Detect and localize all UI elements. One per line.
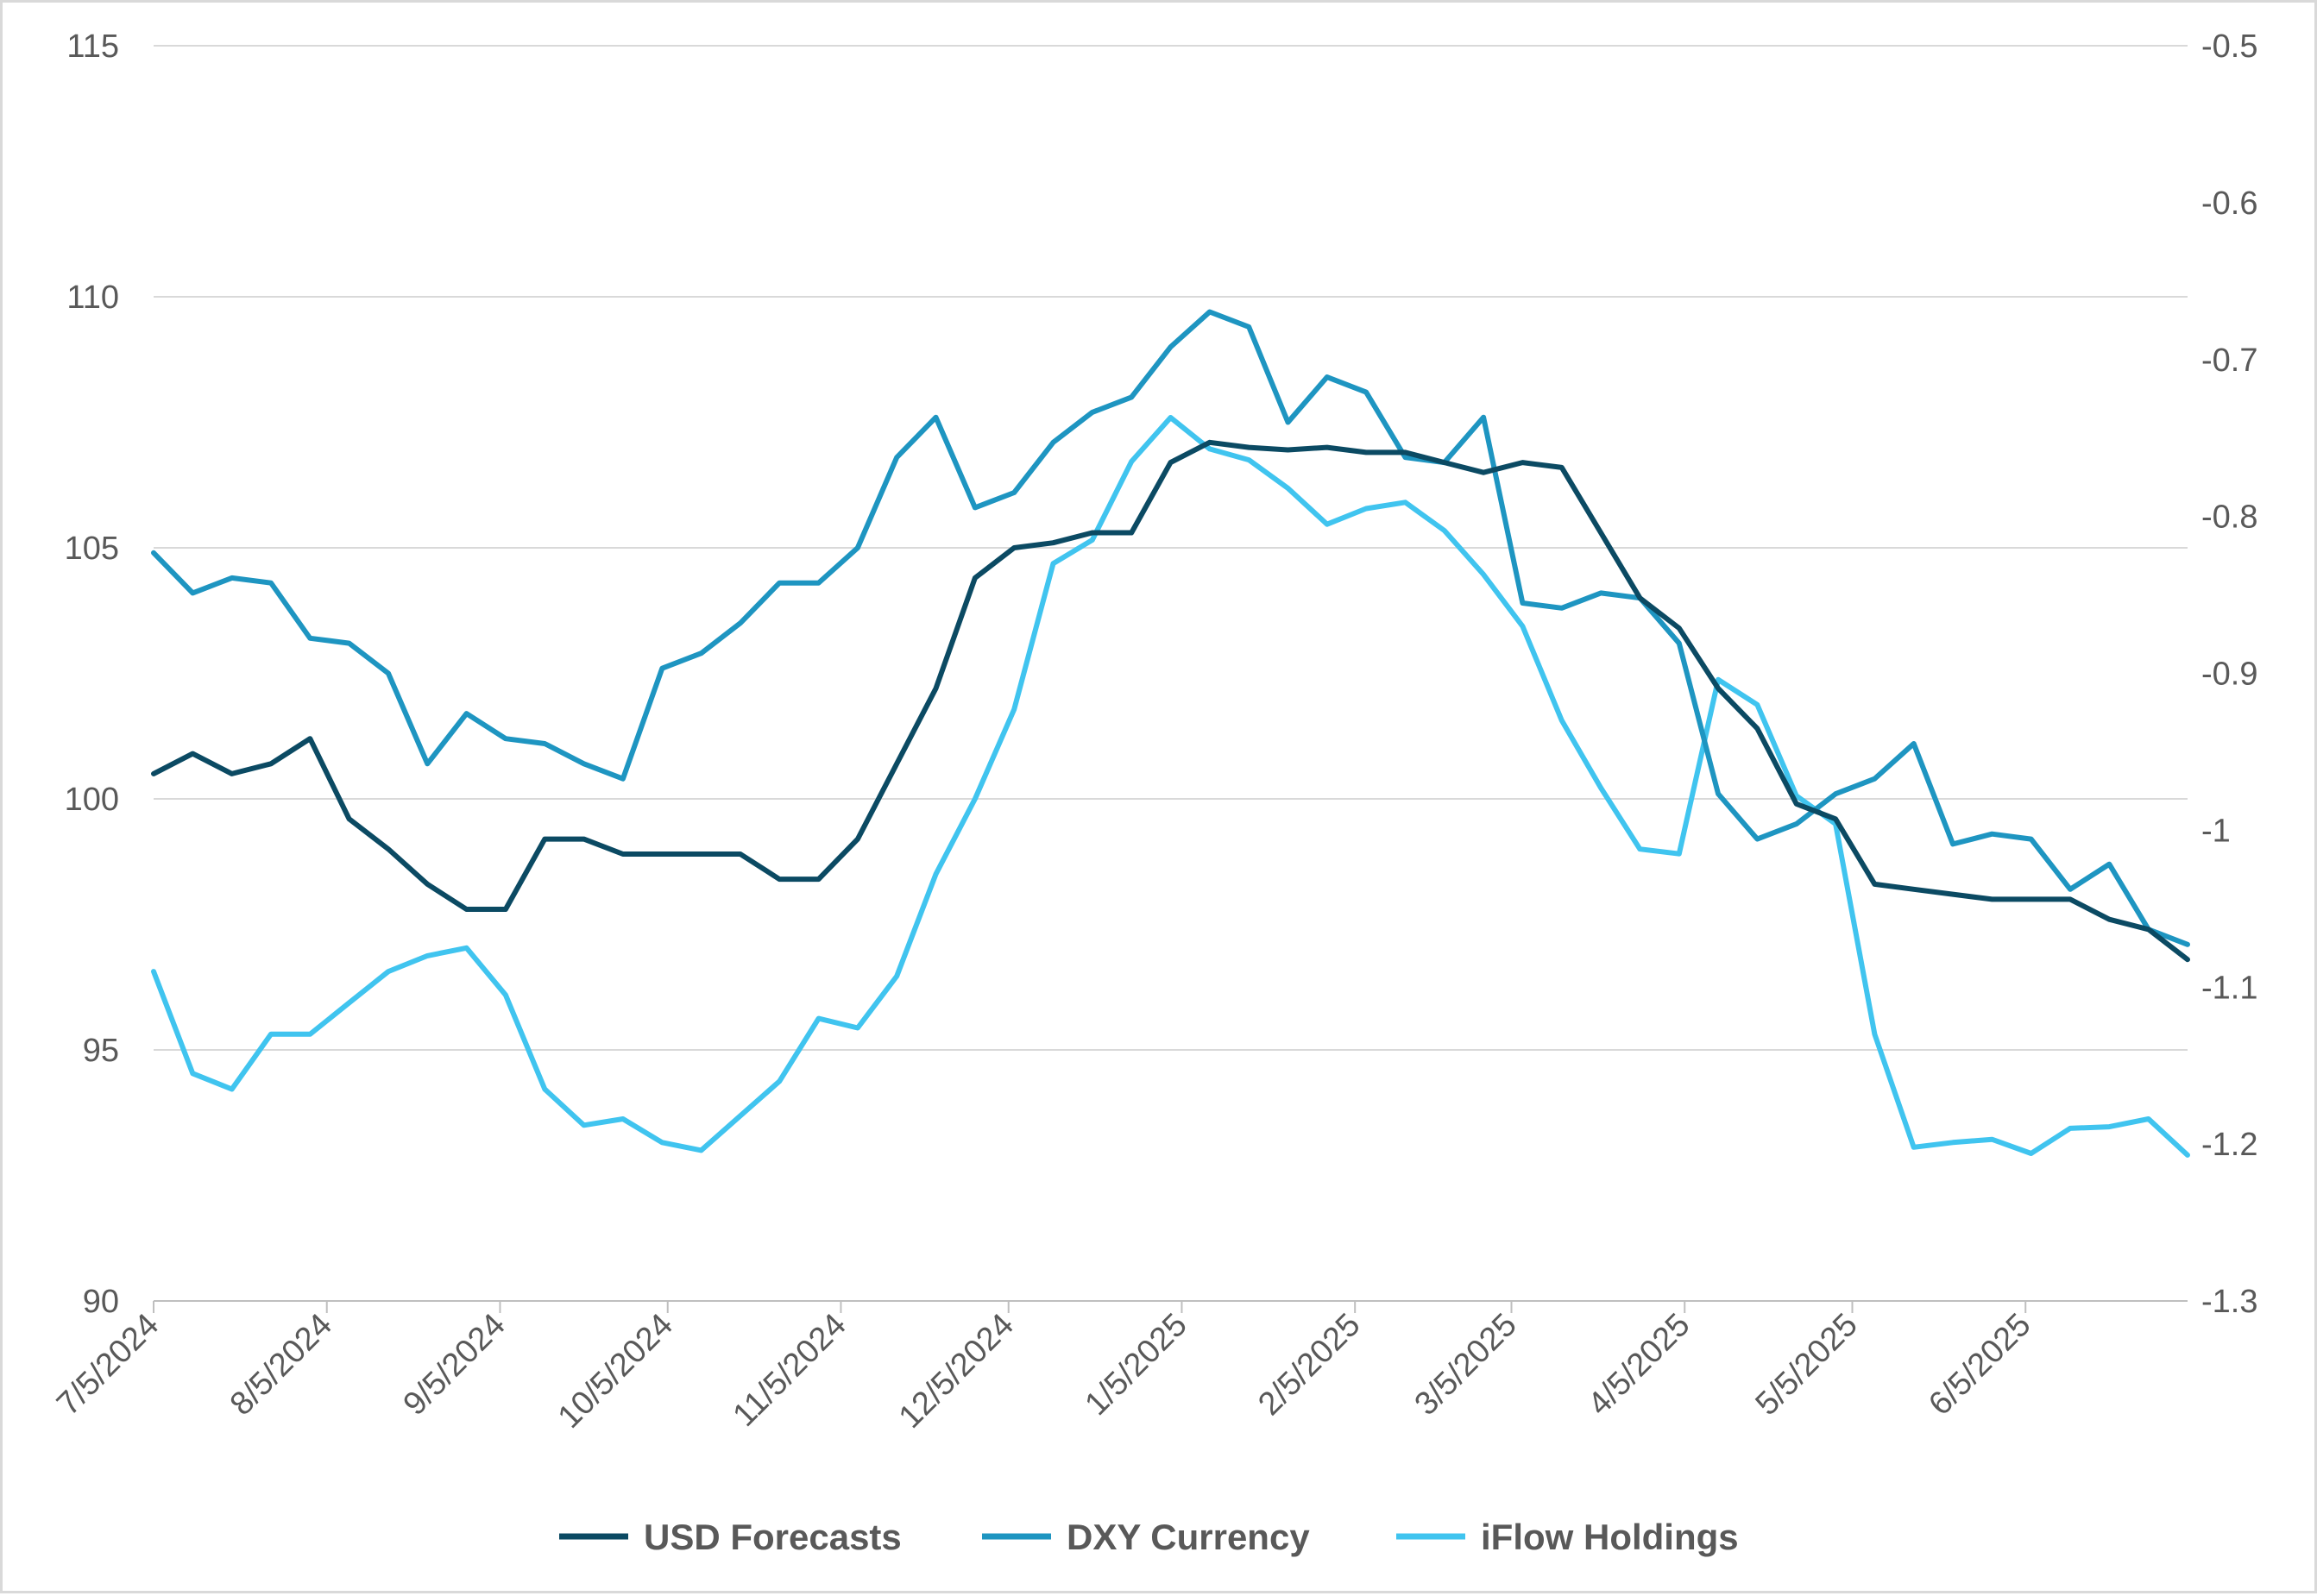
x-tick-label: 1/5/2025: [1079, 1307, 1194, 1423]
y2-tick-label: -0.6: [2201, 185, 2257, 222]
y-tick-label: 115: [66, 28, 119, 65]
axes: 90 95 100 105 110 115 -1.3 -1.2 -1.1 -1 -0.9 -0.8 -0…: [50, 28, 2257, 1436]
y-tick-label: 110: [66, 280, 119, 316]
line-chart: 90 95 100 105 110 115 -1.3 -1.2 -1.1 -1 -0.9 -0.8 -0…: [50, 28, 2257, 1557]
y-tick-label: 100: [65, 782, 119, 818]
series-line-usd-forecasts: [151, 439, 2190, 963]
series-line-iflow-holdings: [151, 415, 2190, 1158]
x-tick-label: 3/5/2025: [1408, 1307, 1524, 1423]
y2-tick-label: -1.3: [2201, 1284, 2257, 1320]
y2-tick-label: -0.7: [2201, 342, 2257, 379]
legend-label: DXY Currency: [1067, 1517, 1310, 1557]
y-tick-label: 95: [83, 1033, 119, 1069]
x-tick-label: 5/5/2025: [1749, 1307, 1865, 1423]
series-line-dxy-currency: [151, 309, 2190, 947]
y2-tick-label: -1.2: [2201, 1127, 2257, 1163]
y-tick-label: 90: [83, 1284, 119, 1320]
series-layer: [151, 309, 2190, 1158]
y-tick-label: 105: [65, 531, 119, 567]
x-tick-label: 6/5/2025: [1922, 1307, 2037, 1423]
y2-tick-label: -1: [2201, 813, 2231, 849]
x-tick-label: 8/5/2024: [224, 1307, 339, 1423]
y2-tick-label: -0.5: [2201, 28, 2257, 65]
gridlines: [154, 45, 2188, 1051]
legend: USD Forecasts DXY Currency iFlow Holdings: [559, 1517, 1739, 1557]
x-tick-label: 10/5/2024: [551, 1307, 680, 1436]
legend-label: USD Forecasts: [644, 1517, 902, 1557]
x-tick-label: 7/5/2024: [50, 1307, 166, 1423]
y2-tick-label: -1.1: [2201, 970, 2257, 1006]
x-tick-label: 9/5/2024: [397, 1307, 513, 1423]
x-tick-label: 2/5/2025: [1251, 1307, 1367, 1423]
legend-label: iFlow Holdings: [1481, 1517, 1739, 1557]
x-tick-label: 12/5/2024: [892, 1307, 1021, 1436]
y2-tick-label: -0.8: [2201, 500, 2257, 536]
x-tick-label: 11/5/2024: [727, 1307, 853, 1434]
x-tick-label: 4/5/2025: [1581, 1307, 1697, 1423]
y2-tick-label: -0.9: [2201, 657, 2257, 693]
